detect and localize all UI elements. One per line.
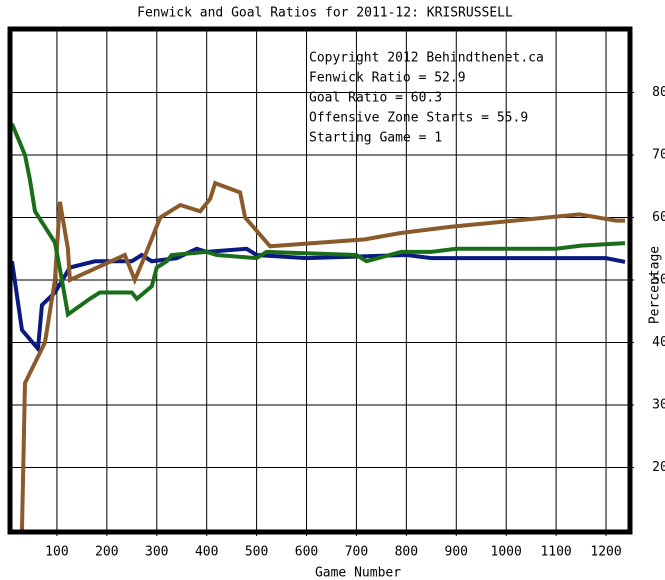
plot-frame xyxy=(7,26,633,535)
x-tick-label: 1000 xyxy=(491,545,522,560)
y-tick-label: 20 xyxy=(652,460,665,475)
x-tick-label: 400 xyxy=(195,545,218,560)
annotation: Offensive Zone Starts = 55.9 xyxy=(309,111,528,126)
series-line xyxy=(19,180,626,531)
y-tick-label: 30 xyxy=(652,398,665,413)
x-tick-label: 100 xyxy=(45,545,68,560)
annotation: Goal Ratio = 60.3 xyxy=(309,91,442,106)
x-tick-label: 1100 xyxy=(540,545,571,560)
y-tick-label: 60 xyxy=(652,210,665,225)
y-tick-label: 50 xyxy=(652,273,665,288)
x-tick-label: 800 xyxy=(395,545,418,560)
y-tick-label: 80 xyxy=(652,85,665,100)
x-tick-label: 200 xyxy=(95,545,118,560)
annotation: Starting Game = 1 xyxy=(309,131,442,146)
y-tick-label: 70 xyxy=(652,148,665,163)
annotation: Copyright 2012 Behindthenet.ca xyxy=(309,51,544,66)
x-tick-label: 700 xyxy=(345,545,368,560)
annotation: Fenwick Ratio = 52.9 xyxy=(309,71,466,86)
x-tick-label: 1200 xyxy=(590,545,621,560)
series-line xyxy=(10,122,626,318)
x-tick-label: 900 xyxy=(445,545,468,560)
x-tick-label: 300 xyxy=(145,545,168,560)
y-tick-label: 40 xyxy=(652,335,665,350)
x-tick-label: 600 xyxy=(295,545,318,560)
chart-title: Fenwick and Goal Ratios for 2011-12: KRI… xyxy=(137,6,513,21)
x-axis-label: Game Number xyxy=(315,566,401,580)
y-axis-label: Percentage xyxy=(648,246,663,324)
x-tick-label: 500 xyxy=(245,545,268,560)
